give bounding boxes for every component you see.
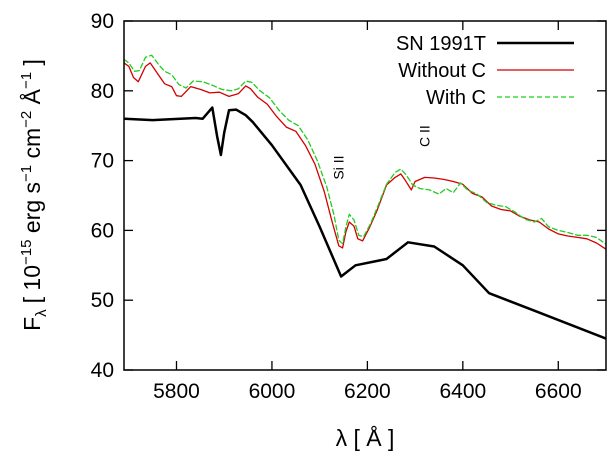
series-layer bbox=[124, 54, 606, 340]
series-line-2 bbox=[124, 54, 606, 246]
legend-label: Without C bbox=[398, 60, 486, 82]
y-label-unit-mid3: Å bbox=[18, 88, 45, 110]
y-tick-label: 70 bbox=[91, 150, 114, 173]
plot-frame bbox=[123, 20, 607, 371]
x-tick-label: 6000 bbox=[249, 380, 296, 403]
y-tick-label: 50 bbox=[91, 289, 114, 312]
x-tick-label: 6400 bbox=[439, 380, 486, 403]
y-label-exp1: −15 bbox=[18, 240, 35, 265]
legend-label: With C bbox=[426, 87, 486, 109]
y-label-exp3: −2 bbox=[18, 111, 35, 128]
y-tick-label: 80 bbox=[91, 80, 114, 103]
x-axis-title: λ [ Å ] bbox=[336, 424, 395, 451]
series-line-0 bbox=[124, 106, 606, 340]
y-label-unit-mid: erg s bbox=[19, 182, 45, 240]
annotation-label: C II bbox=[416, 125, 432, 147]
y-label-sub: λ bbox=[33, 309, 50, 317]
y-tick-label: 40 bbox=[91, 359, 114, 382]
y-label-unit-mid2: cm bbox=[19, 128, 45, 165]
y-label-unit-open: [ 10 bbox=[19, 265, 45, 303]
annotation-label: Si II bbox=[331, 156, 347, 180]
series-line-1 bbox=[124, 62, 606, 250]
y-label-main: F bbox=[19, 317, 45, 331]
annotation-layer: Si II C II bbox=[331, 125, 433, 179]
legend: SN 1991T Without C With C bbox=[396, 33, 574, 109]
legend-label: SN 1991T bbox=[396, 33, 486, 55]
x-tick-label: 5800 bbox=[153, 380, 200, 403]
x-tick-label: 6600 bbox=[535, 380, 582, 403]
y-tick-label: 60 bbox=[91, 219, 114, 242]
y-label-unit-close: ] bbox=[19, 59, 45, 72]
y-label-exp2: −1 bbox=[18, 165, 35, 182]
y-tick-label: 90 bbox=[91, 10, 114, 33]
y-label-exp4: −1 bbox=[18, 72, 35, 89]
x-tick-label: 6200 bbox=[344, 380, 391, 403]
y-axis-title: Fλ[ 10−15 erg s−1 cm−2 Å−1 ] bbox=[18, 59, 50, 331]
ticks-layer: 5800 6000 6200 6400 6600 40 50 60 70 80 90 bbox=[91, 10, 606, 403]
